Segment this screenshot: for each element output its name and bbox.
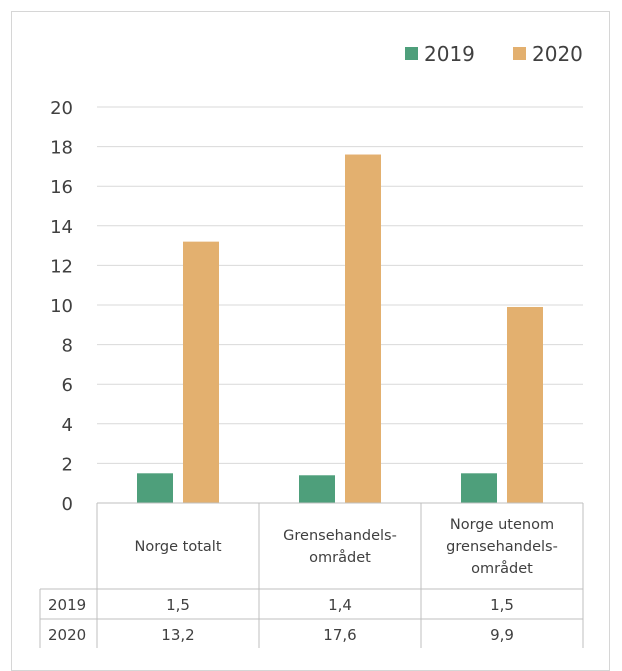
table-cell-value: 1,4 bbox=[328, 596, 352, 614]
table-cell-value: 13,2 bbox=[161, 626, 194, 644]
category-label: Norge utenom bbox=[450, 517, 554, 533]
bar-2019 bbox=[299, 475, 335, 503]
legend-swatch-2020 bbox=[513, 47, 526, 60]
table-row-header: 2019 bbox=[48, 596, 86, 614]
category-label: området bbox=[309, 549, 371, 566]
data-table: Norge totalt Grensehandels-området Norge u… bbox=[39, 502, 584, 648]
legend-label: 2020 bbox=[532, 42, 583, 66]
category-label: Norge totalt bbox=[135, 539, 222, 555]
category-label: grensehandels- bbox=[446, 539, 558, 555]
y-tick-label: 4 bbox=[62, 415, 73, 436]
bar-2019 bbox=[461, 473, 497, 503]
gridlines bbox=[97, 106, 583, 464]
legend: 2019 2020 bbox=[405, 42, 583, 66]
y-tick-label: 18 bbox=[50, 138, 73, 159]
category-label: Grensehandels- bbox=[283, 528, 397, 544]
table-cell-value: 17,6 bbox=[323, 626, 356, 644]
y-tick-label: 16 bbox=[50, 177, 73, 198]
bar-2020 bbox=[183, 241, 219, 503]
table-cell-value: 9,9 bbox=[490, 626, 514, 644]
bar-2020 bbox=[345, 154, 381, 503]
y-tick-label: 20 bbox=[50, 98, 73, 119]
bar-chart: 0 2 4 6 8 10 12 14 16 18 20 2019 2020 Norge totalt G… bbox=[39, 42, 584, 648]
table-cell-value: 1,5 bbox=[490, 596, 514, 614]
legend-label: 2019 bbox=[424, 42, 475, 66]
y-axis: 0 2 4 6 8 10 12 14 16 18 20 bbox=[50, 98, 73, 515]
y-tick-label: 8 bbox=[62, 336, 73, 357]
bar-2019 bbox=[137, 473, 173, 503]
category-label: området bbox=[471, 560, 533, 577]
legend-swatch-2019 bbox=[405, 47, 418, 60]
bar-2020 bbox=[507, 306, 543, 503]
y-tick-label: 10 bbox=[50, 296, 73, 317]
y-tick-label: 12 bbox=[50, 256, 73, 277]
bars bbox=[137, 154, 543, 503]
table-cell-value: 1,5 bbox=[166, 596, 190, 614]
table-row-header: 2020 bbox=[48, 626, 86, 644]
y-tick-label: 0 bbox=[62, 494, 73, 515]
y-tick-label: 2 bbox=[62, 454, 73, 475]
chart-container: 0 2 4 6 8 10 12 14 16 18 20 2019 2020 Norge totalt G… bbox=[11, 11, 610, 671]
y-tick-label: 14 bbox=[50, 217, 73, 238]
y-tick-label: 6 bbox=[62, 375, 73, 396]
